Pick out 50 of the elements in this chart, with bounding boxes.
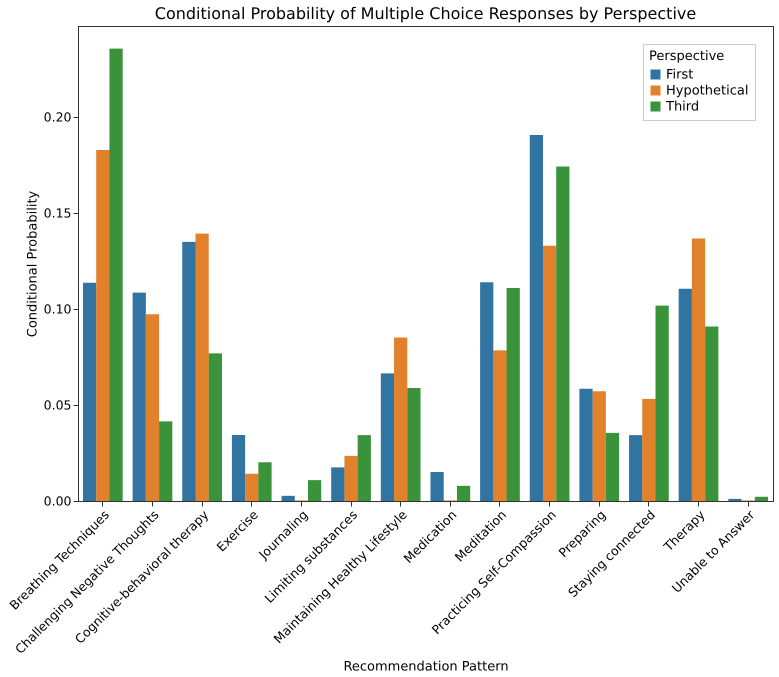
bar	[754, 496, 768, 501]
legend-label: Hypothetical	[666, 84, 748, 98]
bar	[308, 480, 322, 501]
bar	[96, 150, 110, 501]
bar	[493, 350, 507, 501]
legend-title: Perspective	[649, 49, 724, 64]
bar	[331, 467, 344, 501]
bar	[407, 388, 421, 501]
bar	[245, 474, 258, 501]
bar	[195, 234, 209, 501]
bar	[394, 337, 408, 501]
bar	[159, 421, 172, 501]
bar	[344, 456, 358, 501]
bar	[606, 432, 620, 501]
bar	[579, 388, 593, 501]
y-axis-title: Conditional Probability	[26, 190, 41, 338]
bar	[282, 496, 295, 501]
bar	[692, 238, 706, 501]
bar	[542, 246, 556, 501]
bar	[182, 242, 196, 501]
bar	[530, 135, 543, 501]
bar	[705, 326, 718, 501]
legend-label: Third	[665, 100, 700, 114]
bar	[556, 166, 570, 501]
bar	[258, 462, 272, 501]
bar	[480, 282, 494, 501]
bar	[109, 48, 123, 501]
bar	[678, 288, 692, 501]
bar	[208, 353, 222, 501]
bar	[232, 434, 246, 501]
chart-title: Conditional Probability of Multiple Choice Responses by Perspective	[154, 4, 696, 23]
bar	[358, 435, 371, 501]
y-tick-label: 0.05	[44, 398, 72, 413]
bar	[506, 288, 520, 501]
bar	[656, 306, 669, 501]
x-axis-title: Recommendation Pattern	[343, 659, 509, 674]
y-tick-label: 0.00	[44, 494, 72, 508]
y-tick-label: 0.20	[44, 110, 72, 125]
bar	[82, 282, 96, 501]
legend-label: First	[666, 68, 694, 82]
bar	[456, 486, 470, 501]
bar	[430, 472, 444, 501]
bar	[642, 398, 656, 501]
bar	[146, 314, 160, 501]
y-tick-label: 0.15	[44, 206, 72, 221]
bar	[629, 435, 642, 501]
bar	[380, 373, 394, 501]
bar	[132, 292, 146, 501]
bar	[592, 391, 606, 501]
y-tick-label: 0.10	[44, 302, 72, 317]
